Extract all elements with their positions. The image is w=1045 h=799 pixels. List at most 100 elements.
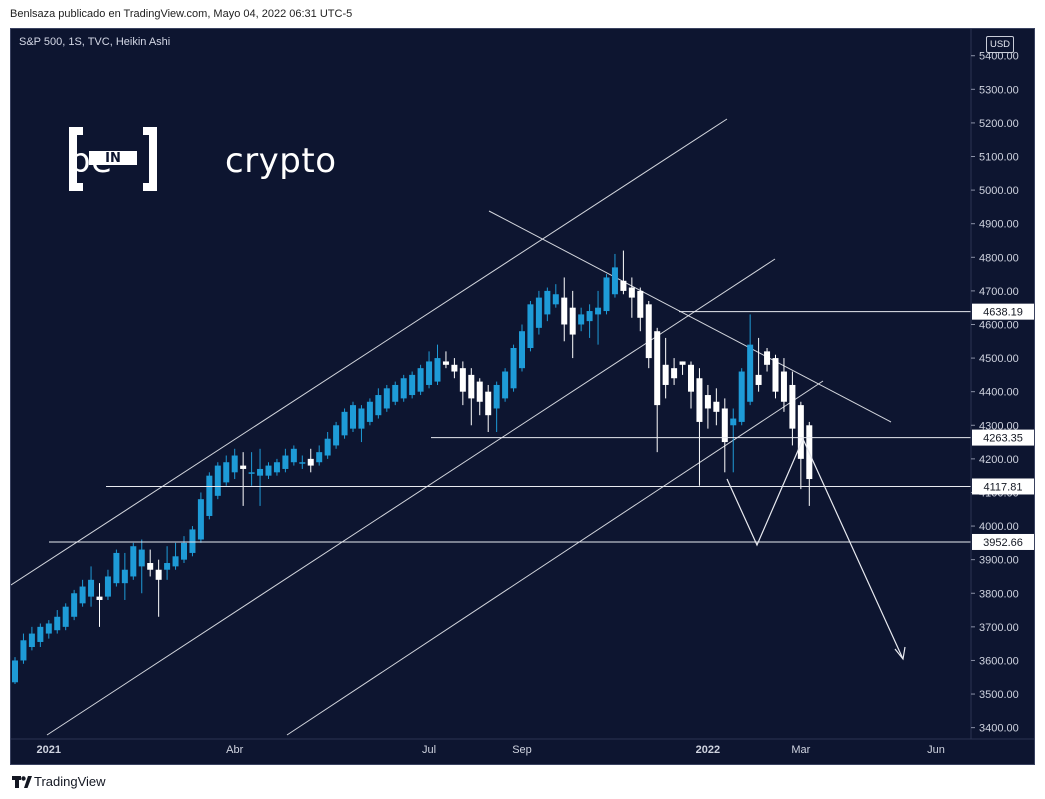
candle-body [350,405,356,429]
candle-body [620,280,627,291]
currency-badge[interactable]: USD [986,36,1014,53]
candle-body [780,371,787,402]
candle-body [578,314,585,325]
candle-body [45,623,52,634]
candle-body [603,277,610,312]
chart-panel[interactable]: 3400.00 3500.00 3600.00 3700.00 3800.00 3900.… [10,28,1035,765]
candle-body [721,408,728,443]
tradingview-logo-icon[interactable] [12,773,32,791]
symbol-label[interactable]: S&P 500, 1S, TVC, Heikin Ashi [19,36,171,48]
candle-body [104,576,111,597]
candle-body [493,384,500,409]
candle-body [527,304,534,349]
candle-body [417,368,424,392]
candle-body [231,455,238,473]
x-tick-label: Sep [512,744,532,756]
candle-body [561,297,568,325]
time-axis[interactable]: 2021AbrJulSep2022MarJunSep [11,738,1035,756]
candle-body [20,640,27,661]
candle-body [333,425,340,446]
candle-body [197,499,204,540]
logo-in-box-icon: IN [69,127,157,191]
tradingview-brand-text[interactable]: TradingView [34,774,106,789]
candle-body [54,616,61,631]
trend-lines [11,118,892,736]
candle-body [730,418,737,426]
trend-line [488,210,892,423]
candle-body [307,458,314,466]
candle-body [797,405,804,459]
y-tick-label: 4800.00 [979,252,1019,264]
candle-body [37,626,44,642]
candle-body [71,593,78,617]
candle-body [223,462,230,483]
candle-body [189,529,196,553]
candle-body [704,395,711,409]
candle-body [654,331,661,406]
price-chart[interactable]: 3400.00 3500.00 3600.00 3700.00 3800.00 3900.… [11,29,1035,765]
candle-body [358,408,365,429]
candle-body [28,633,35,648]
price-label: 4638.19 [983,307,1023,319]
price-label: 4117.81 [984,481,1023,493]
candle-body [459,368,466,392]
price-label: 4263.35 [983,433,1023,445]
price-projection [726,437,906,661]
candle-body [595,307,602,315]
candle-body [755,374,762,385]
candle-body [645,304,652,359]
candle-body [392,384,399,402]
y-tick-label: 4600.00 [979,319,1019,331]
y-tick-label: 4500.00 [979,353,1019,365]
y-tick-label: 3600.00 [979,655,1019,667]
y-tick-label: 4900.00 [979,219,1019,231]
y-tick-label: 5200.00 [979,118,1019,130]
x-tick-label: Jun [927,744,945,756]
projection-arrowhead [894,646,906,661]
y-tick-label: 4400.00 [979,387,1019,399]
projection-path [726,437,904,660]
candle-body [468,374,475,399]
candle-body [257,468,264,476]
candle-body [772,358,779,392]
candle-body [510,348,517,389]
price-label-box [972,478,1034,495]
x-tick-label: Jul [422,744,436,756]
candle-body [62,606,69,627]
candle-body [747,344,754,402]
candle-body [206,475,213,516]
y-tick-label: 5300.00 [979,84,1019,96]
candle-body [138,549,145,567]
y-tick-label: 4700.00 [979,286,1019,298]
candle-body [400,378,407,399]
candle-body [502,371,509,399]
candle-body [679,361,686,365]
trend-line [46,258,776,736]
candle-body [96,596,103,600]
candle-body [383,388,390,409]
y-tick-label: 5400.00 [979,51,1019,63]
candle-body [155,569,162,580]
candle-body [485,391,492,416]
candle-body [544,290,551,315]
trend-line [11,118,728,586]
candle-body [79,586,86,604]
candle-body [121,569,128,584]
candle-body [409,374,416,396]
y-tick-label: 3500.00 [979,689,1019,701]
candle-body [535,297,542,328]
price-axis[interactable]: 3400.00 3500.00 3600.00 3700.00 3800.00 3900.… [970,29,1035,765]
candle-body [671,368,678,379]
horizontal-levels [49,311,971,543]
candle-body [214,465,221,496]
candle-body [434,358,441,382]
candle-body [88,579,95,597]
y-tick-label: 4000.00 [979,521,1019,533]
candle-body [552,294,559,305]
candle-body [637,290,644,318]
price-label-box [972,533,1034,550]
candle-body [172,556,179,567]
candle-body [12,660,18,683]
publish-info-bar: Benlsaza publicado en TradingView.com, M… [0,0,1045,28]
candles [12,250,813,684]
